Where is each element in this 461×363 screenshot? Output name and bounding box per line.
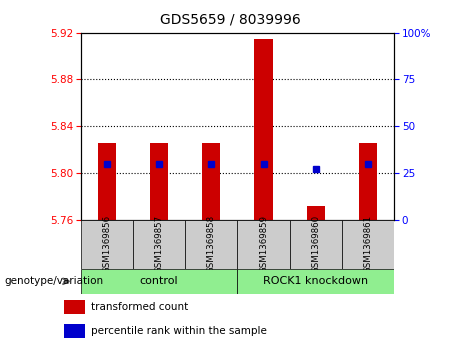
Text: GSM1369857: GSM1369857 bbox=[154, 215, 164, 273]
Bar bbox=[65, 324, 84, 338]
Text: transformed count: transformed count bbox=[91, 302, 189, 312]
Text: ROCK1 knockdown: ROCK1 knockdown bbox=[263, 276, 368, 286]
Text: GSM1369858: GSM1369858 bbox=[207, 215, 216, 273]
FancyBboxPatch shape bbox=[185, 220, 237, 269]
FancyBboxPatch shape bbox=[237, 269, 394, 294]
FancyBboxPatch shape bbox=[237, 220, 290, 269]
Bar bbox=[150, 143, 168, 220]
Text: GDS5659 / 8039996: GDS5659 / 8039996 bbox=[160, 13, 301, 27]
Text: control: control bbox=[140, 276, 178, 286]
Bar bbox=[202, 143, 220, 220]
FancyBboxPatch shape bbox=[290, 220, 342, 269]
Bar bbox=[254, 38, 272, 220]
FancyBboxPatch shape bbox=[133, 220, 185, 269]
Text: GSM1369859: GSM1369859 bbox=[259, 215, 268, 273]
Text: GSM1369860: GSM1369860 bbox=[311, 215, 320, 273]
FancyBboxPatch shape bbox=[81, 220, 133, 269]
Text: genotype/variation: genotype/variation bbox=[5, 276, 104, 286]
Bar bbox=[359, 143, 377, 220]
FancyBboxPatch shape bbox=[342, 220, 394, 269]
Bar bbox=[307, 205, 325, 220]
Text: GSM1369856: GSM1369856 bbox=[102, 215, 111, 273]
FancyBboxPatch shape bbox=[81, 269, 237, 294]
Bar bbox=[98, 143, 116, 220]
Text: percentile rank within the sample: percentile rank within the sample bbox=[91, 326, 267, 336]
Text: GSM1369861: GSM1369861 bbox=[364, 215, 372, 273]
Bar bbox=[65, 300, 84, 314]
